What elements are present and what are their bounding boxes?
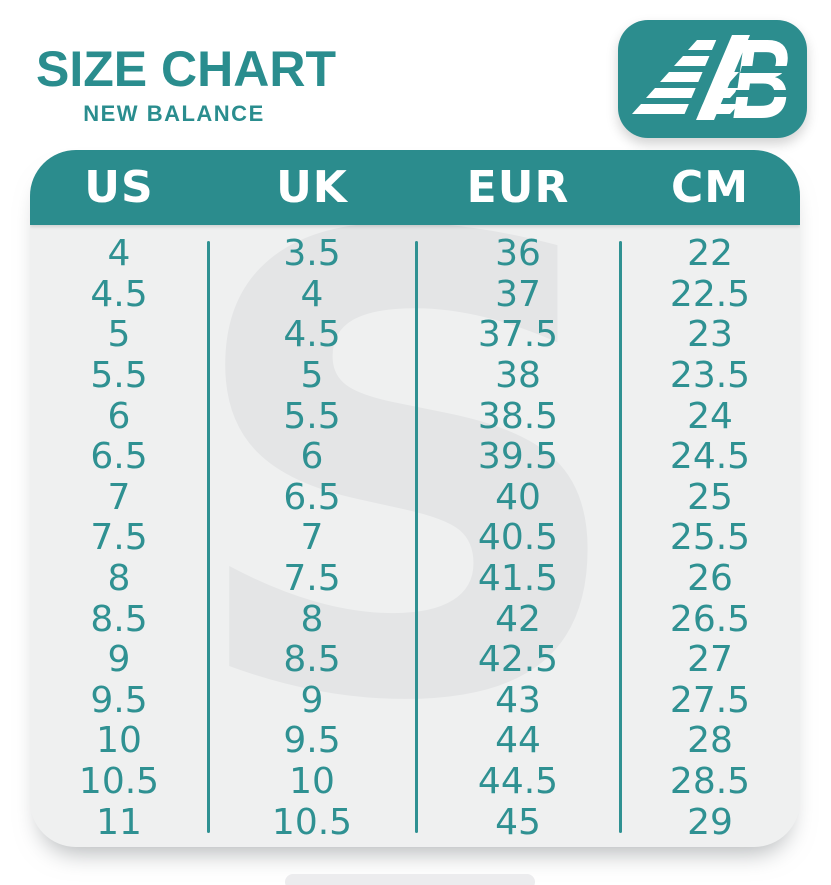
page-title: SIZE CHART — [36, 41, 336, 97]
size-cell: 9.5 — [90, 679, 148, 721]
size-cell: 28 — [687, 720, 733, 762]
size-cell: 42.5 — [477, 639, 559, 681]
size-cell: 7.5 — [283, 558, 341, 600]
table-row: 8.5 8 42 26.5 — [30, 599, 800, 640]
size-cell: 10.5 — [271, 801, 353, 843]
size-cell: 4.5 — [90, 273, 148, 315]
size-cell: 6.5 — [283, 476, 341, 518]
table-row: 4.5 4 37 22.5 — [30, 273, 800, 316]
size-cell: 4 — [107, 233, 131, 275]
size-cell: 10.5 — [78, 761, 160, 803]
size-cell: 9 — [107, 639, 131, 681]
size-chart-table: US UK EUR CM S 4 3.5 36 22 4.5 4 37 22.5 5 4.5 37.… — [30, 150, 800, 847]
table-rows: 4 3.5 36 22 4.5 4 37 22.5 5 4.5 37.5 23 5.5 5 38 23.5 6 5… — [30, 234, 800, 843]
size-cell: 5 — [300, 355, 324, 397]
size-cell: 26.5 — [669, 598, 751, 640]
svg-text:B: B — [732, 20, 791, 138]
title-block: SIZE CHART NEW BALANCE — [36, 44, 336, 127]
size-cell: 10 — [289, 761, 335, 803]
size-cell: 3.5 — [283, 233, 341, 275]
size-cell: 28.5 — [669, 761, 751, 803]
size-cell: 25 — [687, 476, 733, 518]
table-row: 6 5.5 38.5 24 — [30, 396, 800, 437]
new-balance-logo: B — [618, 20, 807, 138]
column-header-cm: CM — [670, 162, 750, 213]
brand-name: NEW BALANCE — [83, 101, 265, 126]
size-cell: 45 — [495, 801, 541, 843]
size-cell: 5.5 — [90, 355, 148, 397]
size-cell: 11 — [96, 801, 142, 843]
size-cell: 7.5 — [90, 517, 148, 559]
table-row: 7.5 7 40.5 25.5 — [30, 518, 800, 559]
size-cell: 22.5 — [669, 273, 751, 315]
size-cell: 39.5 — [477, 436, 559, 478]
size-cell: 23 — [687, 314, 733, 356]
table-row: 10.5 10 44.5 28.5 — [30, 762, 800, 803]
table-header-row: US UK EUR CM — [30, 150, 800, 225]
size-cell: 40.5 — [477, 517, 559, 559]
size-cell: 6 — [107, 395, 131, 437]
size-cell: 40 — [495, 476, 541, 518]
size-cell: 4 — [300, 273, 324, 315]
size-cell: 24 — [687, 395, 733, 437]
size-cell: 29 — [687, 801, 733, 843]
bottom-shadow-bar — [285, 874, 535, 885]
size-cell: 36 — [495, 233, 541, 275]
size-cell: 9.5 — [283, 720, 341, 762]
size-cell: 37.5 — [477, 314, 559, 356]
column-divider — [619, 241, 622, 833]
size-cell: 4.5 — [283, 314, 341, 356]
size-cell: 37 — [495, 273, 541, 315]
size-cell: 7 — [107, 476, 131, 518]
column-divider — [415, 241, 418, 833]
size-cell: 44 — [495, 720, 541, 762]
size-cell: 27 — [687, 639, 733, 681]
size-cell: 9 — [300, 679, 324, 721]
size-cell: 38 — [495, 355, 541, 397]
size-cell: 10 — [96, 720, 142, 762]
size-cell: 5.5 — [283, 395, 341, 437]
size-cell: 41.5 — [477, 558, 559, 600]
size-cell: 25.5 — [669, 517, 751, 559]
table-row: 11 10.5 45 29 — [30, 802, 800, 843]
nb-icon: B — [632, 20, 802, 138]
size-cell: 5 — [107, 314, 131, 356]
table-body: S 4 3.5 36 22 4.5 4 37 22.5 5 4.5 37.5 23 5.5 5 38 23.5… — [30, 157, 800, 847]
table-row: 8 7.5 41.5 26 — [30, 559, 800, 600]
table-row: 5 4.5 37.5 23 — [30, 315, 800, 356]
size-cell: 43 — [495, 679, 541, 721]
column-header-eur: EUR — [466, 162, 570, 213]
size-cell: 6 — [300, 436, 324, 478]
size-cell: 26 — [687, 558, 733, 600]
size-cell: 8.5 — [90, 598, 148, 640]
size-cell: 23.5 — [669, 355, 751, 397]
size-cell: 8.5 — [283, 639, 341, 681]
size-cell: 44.5 — [477, 761, 559, 803]
table-row: 7 6.5 40 25 — [30, 476, 800, 519]
table-row: 10 9.5 44 28 — [30, 721, 800, 762]
size-cell: 42 — [495, 598, 541, 640]
size-cell: 38.5 — [477, 395, 559, 437]
column-header-us: US — [84, 162, 154, 213]
size-cell: 8 — [107, 558, 131, 600]
size-cell: 24.5 — [669, 436, 751, 478]
size-cell: 27.5 — [669, 679, 751, 721]
table-row: 6.5 6 39.5 24.5 — [30, 437, 800, 478]
table-row: 9 8.5 42.5 27 — [30, 640, 800, 681]
size-cell: 22 — [687, 233, 733, 275]
table-row: 4 3.5 36 22 — [30, 234, 800, 275]
table-row: 5.5 5 38 23.5 — [30, 356, 800, 397]
table-row: 9.5 9 43 27.5 — [30, 679, 800, 722]
size-cell: 6.5 — [90, 436, 148, 478]
size-cell: 7 — [300, 517, 324, 559]
column-divider — [207, 241, 210, 833]
column-header-uk: UK — [276, 162, 348, 213]
size-cell: 8 — [300, 598, 324, 640]
